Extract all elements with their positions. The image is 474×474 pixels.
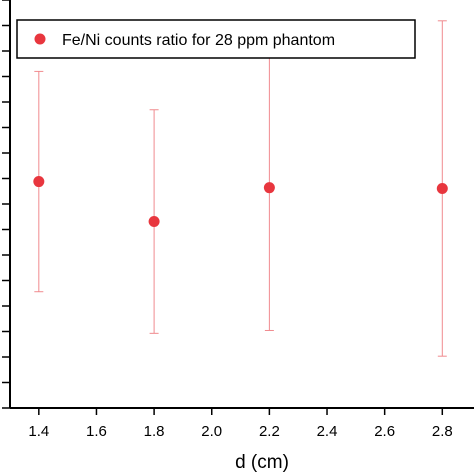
x-tick-label: 2.0: [201, 423, 222, 440]
x-tick-label: 1.8: [144, 423, 165, 440]
y-axis-ticks: [2, 0, 10, 409]
x-axis-title: d (cm): [235, 452, 289, 473]
x-tick-label: 1.4: [28, 423, 49, 440]
x-tick-label: 2.4: [317, 423, 338, 440]
data-point: [148, 216, 160, 228]
x-axis-ticks: 1.4 1.6 1.8 2.0 2.2 2.4 2.6 2.8: [28, 408, 453, 440]
x-tick-label: 1.6: [86, 423, 107, 440]
legend-label: Fe/Ni counts ratio for 28 ppm phantom: [62, 32, 335, 49]
legend-box: [16, 19, 416, 59]
legend-marker: [34, 33, 46, 45]
axes: [9, 0, 474, 409]
error-bars: [34, 20, 447, 357]
legend: Fe/Ni counts ratio for 28 ppm phantom: [16, 19, 416, 59]
data-points: [33, 176, 448, 228]
x-tick-label: 2.2: [259, 423, 280, 440]
data-point: [436, 182, 448, 194]
x-tick-label: 2.6: [374, 423, 395, 440]
data-point: [33, 176, 45, 188]
data-point: [263, 182, 275, 194]
x-tick-label: 2.8: [432, 423, 453, 440]
